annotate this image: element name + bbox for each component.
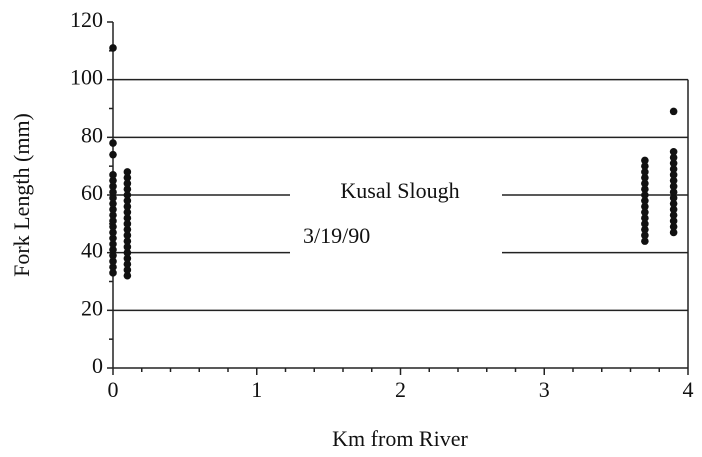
point [669, 199, 678, 208]
point [109, 257, 117, 266]
point [669, 228, 678, 237]
point [641, 231, 649, 240]
x-tick-label: 0 [108, 377, 119, 402]
point [109, 228, 117, 237]
point [109, 176, 117, 185]
point [109, 217, 117, 225]
point [669, 205, 678, 214]
point [109, 171, 117, 179]
point [109, 194, 117, 202]
x-tick-label: 3 [539, 377, 550, 402]
y-axis-label: Fork Length (mm) [9, 113, 34, 277]
point [123, 225, 132, 234]
point [669, 217, 678, 225]
point [669, 107, 678, 116]
point [109, 150, 117, 159]
point [123, 214, 132, 222]
point [123, 202, 132, 211]
point [123, 168, 132, 176]
point [123, 196, 132, 205]
annotation: Kusal Slough [340, 178, 459, 203]
point [123, 208, 132, 217]
x-tick-label: 4 [683, 377, 694, 402]
point [123, 231, 132, 240]
point [669, 188, 678, 196]
point [123, 254, 132, 263]
y-tick-label: 20 [81, 295, 103, 320]
point [109, 139, 117, 147]
point [109, 245, 117, 254]
point [109, 251, 117, 260]
point [123, 271, 132, 280]
point [669, 211, 678, 219]
point [109, 182, 117, 191]
point [641, 214, 649, 222]
point [123, 237, 132, 245]
point [641, 225, 649, 234]
point [641, 179, 649, 188]
point [669, 222, 678, 231]
point [669, 153, 678, 162]
point [123, 243, 132, 251]
x-axis-label: Km from River [332, 426, 468, 451]
point [123, 179, 132, 188]
point [641, 168, 649, 176]
point [109, 188, 117, 196]
point [641, 162, 649, 170]
point [669, 176, 678, 185]
point [669, 147, 678, 156]
point [123, 260, 132, 269]
point [641, 185, 649, 194]
point [669, 182, 678, 191]
point [669, 171, 678, 179]
point [109, 263, 117, 271]
point [641, 208, 649, 217]
point [641, 156, 649, 165]
x-tick-label: 2 [395, 377, 406, 402]
point [641, 220, 649, 228]
point [123, 220, 132, 228]
point [123, 185, 132, 194]
y-tick-label: 0 [92, 353, 103, 378]
point [109, 205, 117, 214]
annotation: 3/19/90 [303, 223, 370, 248]
point [109, 44, 117, 52]
point [123, 248, 132, 257]
point [641, 202, 649, 211]
y-tick-label: 40 [81, 238, 103, 263]
point [109, 211, 117, 219]
y-tick-label: 100 [70, 65, 103, 90]
point [109, 199, 117, 208]
point [669, 159, 678, 168]
point [669, 165, 678, 173]
point [123, 266, 132, 274]
y-tick-label: 80 [81, 122, 103, 147]
point [109, 222, 117, 231]
point [123, 173, 132, 182]
point [641, 196, 649, 205]
annotation-background [290, 172, 502, 256]
point [641, 237, 649, 245]
y-tick-label: 60 [81, 180, 103, 205]
point [669, 194, 678, 202]
point [109, 240, 117, 248]
x-tick-label: 1 [251, 377, 262, 402]
y-tick-label: 120 [70, 7, 103, 32]
point [641, 173, 649, 182]
point [109, 269, 117, 277]
point [641, 191, 649, 199]
point [123, 191, 132, 199]
point [109, 234, 117, 243]
